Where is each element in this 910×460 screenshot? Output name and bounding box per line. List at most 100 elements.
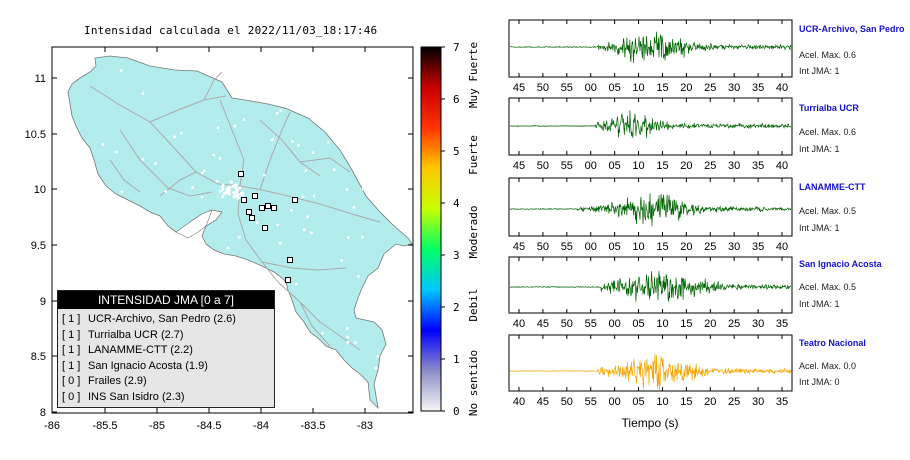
int-jma: Int JMA: 1 [799,223,840,233]
road-line [149,95,227,123]
city-dot [356,310,360,314]
city-dot [168,286,171,290]
city-dot [216,126,220,130]
station-marker [246,209,252,215]
city-dot [239,275,243,279]
city-dot [357,275,360,278]
time-tick-label: 45 [513,241,525,253]
city-dot [164,190,168,193]
city-dot [203,280,207,284]
station-name: LANAMME-CTT [799,182,866,192]
time-tick-label: 45 [513,160,525,172]
lat-tick-label: 11 [35,73,46,85]
city-dot [255,221,259,225]
int-jma: Int JMA: 1 [799,299,840,309]
city-dot [290,208,293,212]
city-dot [276,345,280,349]
city-dot [346,340,350,344]
city-dot [221,187,225,191]
lat-tick-label: 10.5 [25,129,46,141]
legend-intensity: [ 1 ] [62,344,81,356]
road-line [259,119,321,177]
city-dot [262,173,266,177]
legend-intensity: [ 1 ] [62,328,81,341]
station-marker [259,205,265,211]
lat-tick-label: 10 [34,184,46,196]
time-tick-label: 05 [632,318,644,330]
time-tick-label: 15 [680,396,692,408]
seismogram-panel [508,256,793,314]
x-axis-label: Tiempo (s) [622,416,679,430]
legend-row: [ 1 ] UCR-Archivo, San Pedro (2.6) [58,312,274,328]
city-dot [221,183,225,187]
city-dot [238,78,241,82]
legend-station: LANAMME-CTT (2.2) [88,344,193,356]
time-tick-label: 35 [776,396,788,408]
int-jma: Int JMA: 1 [799,144,840,154]
city-dot [191,186,194,189]
colorbar-category-label: No sentido [467,350,480,416]
city-dot [237,193,241,197]
city-dot [301,195,305,199]
station-marker [292,197,298,203]
city-dot [131,215,135,219]
city-dot [154,162,158,165]
time-tick-label: 45 [513,82,525,94]
city-dot [233,124,237,128]
city-dot [284,345,288,349]
city-dot [233,193,237,197]
city-dot [200,171,204,175]
city-dot [376,354,380,358]
time-tick-label: 20 [704,396,716,408]
time-tick-label: 25 [704,82,716,94]
city-dot [224,190,228,194]
costa-rica-land [67,55,413,410]
lon-tick-label: -84 [253,420,269,432]
accel-max: Acel. Max. 0.6 [799,127,857,137]
city-dot [348,79,352,83]
road-line [109,159,141,193]
city-dot [304,169,308,172]
station-marker [271,205,277,211]
city-dot [275,330,279,334]
seismogram-trace [509,110,792,139]
city-dot [346,335,350,339]
time-tick-label: 15 [656,160,668,172]
time-tick-label: 20 [680,160,692,172]
time-tick-label: 35 [752,160,764,172]
time-tick-label: 35 [776,318,788,330]
city-dot [157,237,160,241]
road-line [261,261,361,351]
legend-station: San Ignacio Acosta (1.9) [88,359,208,372]
city-dot [345,139,349,142]
colorbar-tick-label: 1 [453,353,460,366]
time-tick-label: 45 [537,318,549,330]
station-name: UCR-Archivo, San Pedro [799,24,905,34]
city-dot [345,188,349,191]
time-tick-label: 30 [728,82,740,94]
station-name: San Ignacio Acosta [799,259,882,269]
city-dot [236,189,240,193]
time-tick-label: 55 [561,160,573,172]
city-dot [310,231,313,235]
colorbar-tick-label: 5 [453,145,460,158]
lon-tick-label: -85 [149,420,165,432]
city-dot [352,205,356,209]
station-marker [238,171,244,177]
city-dot [302,331,306,335]
station-name: Teatro Nacional [799,338,866,348]
time-tick-label: 30 [728,241,740,253]
road-line [119,129,213,197]
station-marker [249,215,255,221]
time-tick-label: 15 [656,241,668,253]
time-tick-label: 55 [561,241,573,253]
city-dot [377,134,381,138]
road-line [299,157,351,173]
time-tick-label: 55 [585,396,597,408]
lat-tick-label: 8 [40,407,46,419]
city-dot [302,228,306,232]
city-dot [197,255,200,258]
colorbar-tick-label: 7 [453,41,460,54]
time-tick-label: 20 [704,318,716,330]
city-dot [294,282,298,286]
